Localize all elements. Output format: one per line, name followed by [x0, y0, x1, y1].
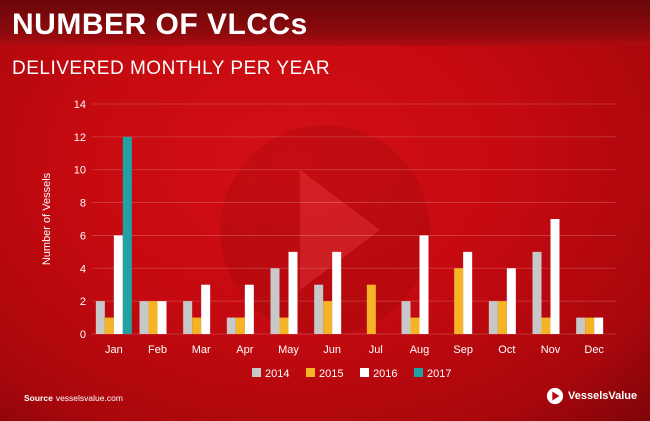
bars	[95, 136, 604, 334]
x-tick-label: Jul	[369, 344, 383, 356]
y-axis-ticks: 0 2 4 6 8 10 12 14	[74, 99, 86, 341]
bar-2016-may	[288, 251, 298, 334]
legend-label: 2016	[373, 368, 397, 380]
legend-item-2014: 2014	[252, 368, 289, 380]
bar-2015-dec	[585, 317, 595, 334]
bar-2015-apr	[235, 317, 245, 334]
bar-2014-oct	[488, 301, 498, 334]
y-tick-label: 6	[80, 230, 86, 242]
x-tick-label: Jun	[323, 344, 341, 356]
bar-2014-jan	[95, 301, 105, 334]
y-tick-label: 10	[74, 165, 86, 177]
legend-swatch	[414, 368, 423, 377]
legend-item-2015: 2015	[306, 368, 343, 380]
bar-2016-jun	[332, 251, 342, 334]
x-tick-label: Aug	[410, 344, 430, 356]
bar-2017-jan	[122, 136, 132, 334]
source-label: Source	[24, 393, 53, 403]
legend-label: 2015	[319, 368, 343, 380]
x-tick-label: Dec	[584, 344, 604, 356]
bar-2014-jun	[314, 284, 324, 334]
bar-2015-feb	[148, 301, 158, 334]
brand-logo: VesselsValue	[546, 386, 637, 406]
legend-item-2016: 2016	[360, 368, 397, 380]
y-tick-label: 8	[80, 198, 86, 210]
bar-2014-apr	[226, 317, 236, 334]
bar-2014-aug	[401, 301, 411, 334]
bar-2015-aug	[410, 317, 420, 334]
x-tick-label: Apr	[236, 344, 253, 356]
gridlines	[92, 103, 616, 335]
bar-2016-nov	[550, 219, 560, 334]
bar-2014-mar	[183, 301, 193, 334]
bar-2015-nov	[541, 317, 551, 334]
y-tick-label: 14	[74, 99, 86, 111]
x-tick-label: May	[278, 344, 299, 356]
x-tick-label: Oct	[498, 344, 515, 356]
bar-2016-aug	[419, 235, 429, 334]
bar-2016-sep	[463, 251, 473, 334]
vesselsvalue-logo-icon	[546, 387, 564, 405]
bar-2016-oct	[506, 268, 516, 334]
bar-2016-dec	[594, 317, 604, 334]
legend-item-2017: 2017	[414, 368, 451, 380]
bar-2015-jan	[104, 317, 114, 334]
legend: 2014 2015 2016 2017	[252, 368, 451, 380]
y-axis-label: Number of Vessels	[41, 172, 53, 265]
y-tick-label: 0	[80, 329, 86, 341]
bar-2016-jan	[113, 235, 123, 334]
y-tick-label: 4	[80, 263, 86, 275]
source-text: vesselsvalue.com	[55, 393, 123, 403]
x-tick-label: Feb	[148, 344, 167, 356]
legend-swatch	[360, 368, 369, 377]
bar-2015-mar	[192, 317, 202, 334]
bar-2015-jul	[366, 284, 376, 334]
legend-swatch	[306, 368, 315, 377]
x-tick-label: Mar	[192, 344, 211, 356]
legend-swatch	[252, 368, 261, 377]
bar-2014-may	[270, 268, 280, 334]
chart-subtitle: DELIVERED MONTHLY PER YEAR	[12, 58, 331, 79]
legend-label: 2017	[427, 368, 451, 380]
y-tick-label: 2	[80, 296, 86, 308]
bar-2015-oct	[497, 301, 507, 334]
y-tick-label: 12	[74, 132, 86, 144]
bar-2014-nov	[532, 251, 542, 334]
bar-2016-feb	[157, 301, 167, 334]
x-tick-label: Sep	[453, 344, 473, 356]
bar-2014-dec	[576, 317, 586, 334]
title-bar: NUMBER OF VLCCs	[0, 0, 650, 46]
bar-2016-mar	[201, 284, 211, 334]
legend-label: 2014	[265, 368, 289, 380]
source-note: Source vesselsvalue.com	[24, 393, 123, 403]
bar-2015-may	[279, 317, 289, 334]
x-tick-label: Nov	[541, 344, 561, 356]
bar-2014-feb	[139, 301, 149, 334]
bar-2015-jun	[323, 301, 333, 334]
bar-2015-sep	[454, 268, 464, 334]
x-tick-label: Jan	[105, 344, 123, 356]
chart-title: NUMBER OF VLCCs	[12, 8, 308, 41]
x-axis-ticks: Jan Feb Mar Apr May Jun Jul Aug Sep Oct Nov Dec	[105, 344, 604, 356]
brand-name: VesselsValue	[568, 390, 638, 402]
bar-2016-apr	[244, 284, 254, 334]
